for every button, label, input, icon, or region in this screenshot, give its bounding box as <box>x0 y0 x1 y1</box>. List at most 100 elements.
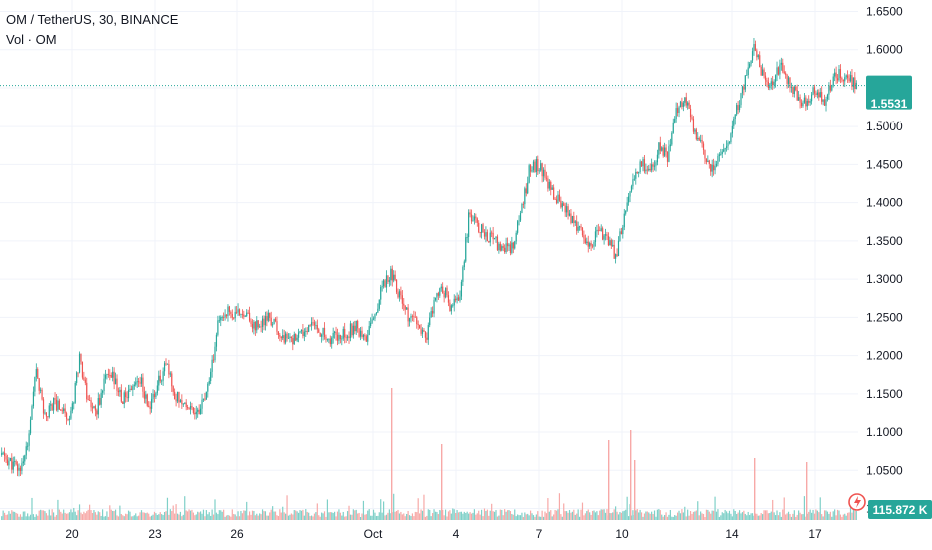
candle-body <box>34 377 36 392</box>
volume-bar <box>763 510 765 520</box>
volume-bar <box>211 509 213 520</box>
candle-body <box>427 325 429 340</box>
candle-body <box>172 386 174 392</box>
volume-bar <box>596 511 598 520</box>
candle-body <box>694 129 696 132</box>
candle-body <box>676 108 679 113</box>
volume-bar <box>400 511 402 520</box>
volume-bar <box>227 514 229 520</box>
volume-bar <box>401 514 403 520</box>
volume-bar <box>645 511 647 520</box>
candle-body <box>550 181 552 190</box>
volume-bar <box>325 516 327 520</box>
candle-body <box>96 410 98 415</box>
candle-body <box>551 187 553 190</box>
candle-body <box>292 338 294 345</box>
candle-body <box>132 386 134 390</box>
candle-body <box>155 392 157 398</box>
candle-body <box>568 213 571 216</box>
volume-bar <box>625 509 627 520</box>
candle-body <box>780 62 782 65</box>
volume-bar <box>541 510 543 520</box>
volume-bar <box>208 512 210 520</box>
volume-bar <box>638 512 640 520</box>
candle-body <box>633 178 635 180</box>
countdown-label: 14:26 <box>874 112 904 126</box>
candle-body <box>646 169 648 171</box>
candle-body <box>296 337 298 341</box>
volume-bar <box>548 511 550 520</box>
volume-bar <box>563 503 565 520</box>
volume-bar <box>509 511 512 520</box>
candle-body <box>244 316 246 317</box>
volume-bar <box>822 516 824 520</box>
candle-body <box>403 303 405 306</box>
symbol-title[interactable]: OM / TetherUS, 30, BINANCE <box>6 12 179 27</box>
volume-bar <box>421 510 424 520</box>
candle-body <box>400 291 402 296</box>
volume-bar <box>377 515 379 520</box>
candle-body <box>192 407 194 413</box>
candle-body <box>37 369 39 379</box>
volume-bar <box>166 497 169 520</box>
volume-bar <box>162 515 164 520</box>
candle-body <box>541 163 543 177</box>
volume-bar <box>21 516 23 520</box>
candle-body <box>325 336 327 340</box>
candle-body <box>397 292 399 298</box>
candle-body <box>430 311 432 318</box>
volume-bar <box>48 509 50 520</box>
candle-body <box>731 125 733 134</box>
volume-bar <box>472 512 474 520</box>
candle-body <box>757 55 759 58</box>
candle-body <box>362 334 365 337</box>
volume-bar <box>469 512 471 520</box>
candle-body <box>398 291 401 298</box>
volume-bar <box>334 511 336 520</box>
volume-bar <box>223 509 225 520</box>
candle-body <box>285 333 287 343</box>
volume-bar <box>148 513 150 520</box>
candle-body <box>470 214 473 222</box>
time-tick-label: 10 <box>615 527 629 541</box>
volume-bar <box>86 511 88 520</box>
volume-bar <box>749 514 751 520</box>
flash-alert-icon[interactable] <box>848 493 866 511</box>
price-tick-label: 1.4000 <box>866 196 903 210</box>
volume-spike <box>634 460 636 520</box>
volume-bar <box>661 514 663 520</box>
candle-body <box>250 320 252 324</box>
volume-bar <box>459 511 461 520</box>
candle-body <box>763 69 765 76</box>
candle-body <box>29 419 32 434</box>
volume-bar <box>550 510 552 520</box>
candle-body <box>58 400 60 410</box>
volume-bar <box>531 513 533 520</box>
volume-bar <box>829 511 831 520</box>
candle-body <box>457 297 460 301</box>
candle-body <box>499 243 501 251</box>
volume-bar <box>146 512 148 520</box>
volume-bar <box>734 511 736 520</box>
volume-bar <box>326 499 329 520</box>
volume-bar <box>456 510 458 520</box>
candle-body <box>119 389 121 393</box>
volume-bar <box>331 512 333 520</box>
candle-body <box>198 409 200 415</box>
candle-body <box>136 381 138 383</box>
volume-indicator-label[interactable]: Vol · OM <box>6 32 57 47</box>
grid <box>0 0 858 520</box>
candle-body <box>740 93 742 105</box>
candle-body <box>792 87 794 95</box>
candle-body <box>224 314 226 318</box>
candle-body <box>243 314 245 317</box>
price-tick-label: 1.6000 <box>866 43 903 57</box>
candle-body <box>511 242 513 253</box>
volume-spike <box>391 388 393 520</box>
candle-body <box>199 408 202 415</box>
volume-bar <box>107 516 109 520</box>
volume-bar <box>747 511 749 520</box>
candle-body <box>264 316 267 326</box>
